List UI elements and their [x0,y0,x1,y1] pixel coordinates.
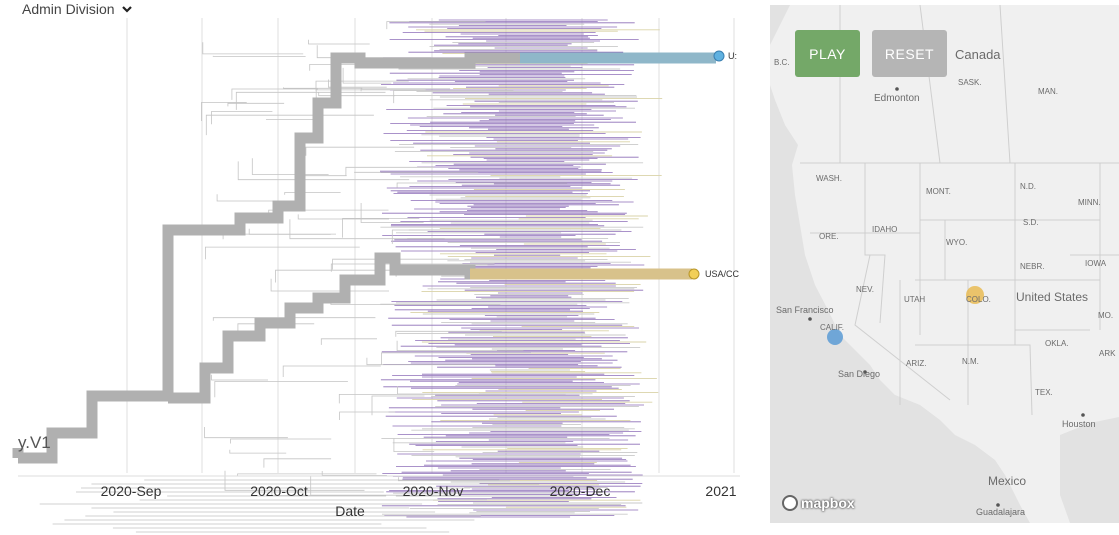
map-label-ark: ARK [1099,349,1116,358]
reset-button[interactable]: RESET [872,30,947,77]
map-label-mo: MO. [1098,311,1113,320]
map-label-tex: TEX. [1035,388,1053,397]
city-dot-san-francisco [808,317,812,321]
mapbox-logo-icon [782,495,798,511]
map-label-wyo: WYO. [946,238,967,247]
color-by-dropdown[interactable]: Admin Division [22,0,133,18]
map-label-guadalajara: Guadalajara [976,507,1025,517]
x-tick-label: 2020-Oct [250,483,308,499]
map-label-utah: UTAH [904,295,925,304]
phylogenetic-tree[interactable]: U: USA/CC y.V1 2020-Sep 2020-Oct 2020-No… [0,18,760,535]
map-label-sask: SASK. [958,78,982,87]
map-label-idaho: IDAHO [872,225,897,234]
map-label-nm: N.M. [962,357,979,366]
map-marker-colorado[interactable] [966,286,984,304]
mapbox-label: mapbox [801,495,855,511]
map-label-bc: B.C. [774,58,790,67]
map-label-edmonton: Edmonton [874,93,920,104]
map-marker-california[interactable] [827,329,843,345]
map-label-okla: OKLA. [1045,339,1069,348]
x-tick-label: 2020-Dec [550,483,611,499]
tip-branch-bundle [380,19,645,518]
map[interactable]: Canada B.C. SASK. MAN. Edmonton WASH. MO… [770,5,1119,523]
map-label-san-diego: San Diego [838,369,880,379]
map-label-iowa: IOWA [1085,259,1107,268]
tip-label-colorado: USA/CC [705,269,740,279]
map-label-nd: N.D. [1020,182,1036,191]
tip-marker-california[interactable] [713,50,725,62]
tip-branch-bundle [380,23,644,515]
map-panel[interactable]: Canada B.C. SASK. MAN. Edmonton WASH. MO… [770,5,1119,523]
map-label-united-states: United States [1016,290,1088,304]
gulf-of-mexico [1060,417,1119,523]
clade-label: y.V1 [18,433,51,452]
tree-tip-branches [380,19,663,518]
map-label-mexico: Mexico [988,474,1026,488]
color-by-label: Admin Division [22,1,115,17]
map-label-canada: Canada [955,47,1001,62]
city-dot-houston [1081,413,1085,417]
map-label-houston: Houston [1062,419,1096,429]
city-dot-guadalajara [996,503,1000,507]
map-label-wash: WASH. [816,174,842,183]
tip-label-california: U: [728,51,737,61]
x-tick-label: 2021 [705,483,736,499]
map-label-ariz: ARIZ. [906,359,926,368]
map-label-san-francisco: San Francisco [776,305,834,315]
tip-marker-colorado[interactable] [688,268,700,280]
mapbox-attribution[interactable]: mapbox [782,495,855,511]
x-tick-label: 2020-Sep [101,483,162,499]
city-dot-san-diego [863,370,867,374]
map-label-man: MAN. [1038,87,1058,96]
map-label-calif: CALIF. [820,323,844,332]
map-label-colo: COLO. [966,295,991,304]
map-label-nev: NEV. [856,285,874,294]
map-label-mont: MONT. [926,187,951,196]
map-label-sd: S.D. [1023,218,1039,227]
map-label-nebr: NEBR. [1020,262,1044,271]
x-tick-label: 2020-Nov [403,483,464,499]
x-axis-title: Date [335,503,365,519]
map-label-minn: MINN. [1078,198,1101,207]
map-label-ore: ORE. [819,232,839,241]
city-dot-edmonton [895,87,899,91]
play-button[interactable]: PLAY [795,30,860,77]
tree-highlighted-branches [12,52,716,464]
chevron-down-icon [121,6,132,13]
phylogenetic-tree-panel: U: USA/CC y.V1 2020-Sep 2020-Oct 2020-No… [0,18,760,535]
